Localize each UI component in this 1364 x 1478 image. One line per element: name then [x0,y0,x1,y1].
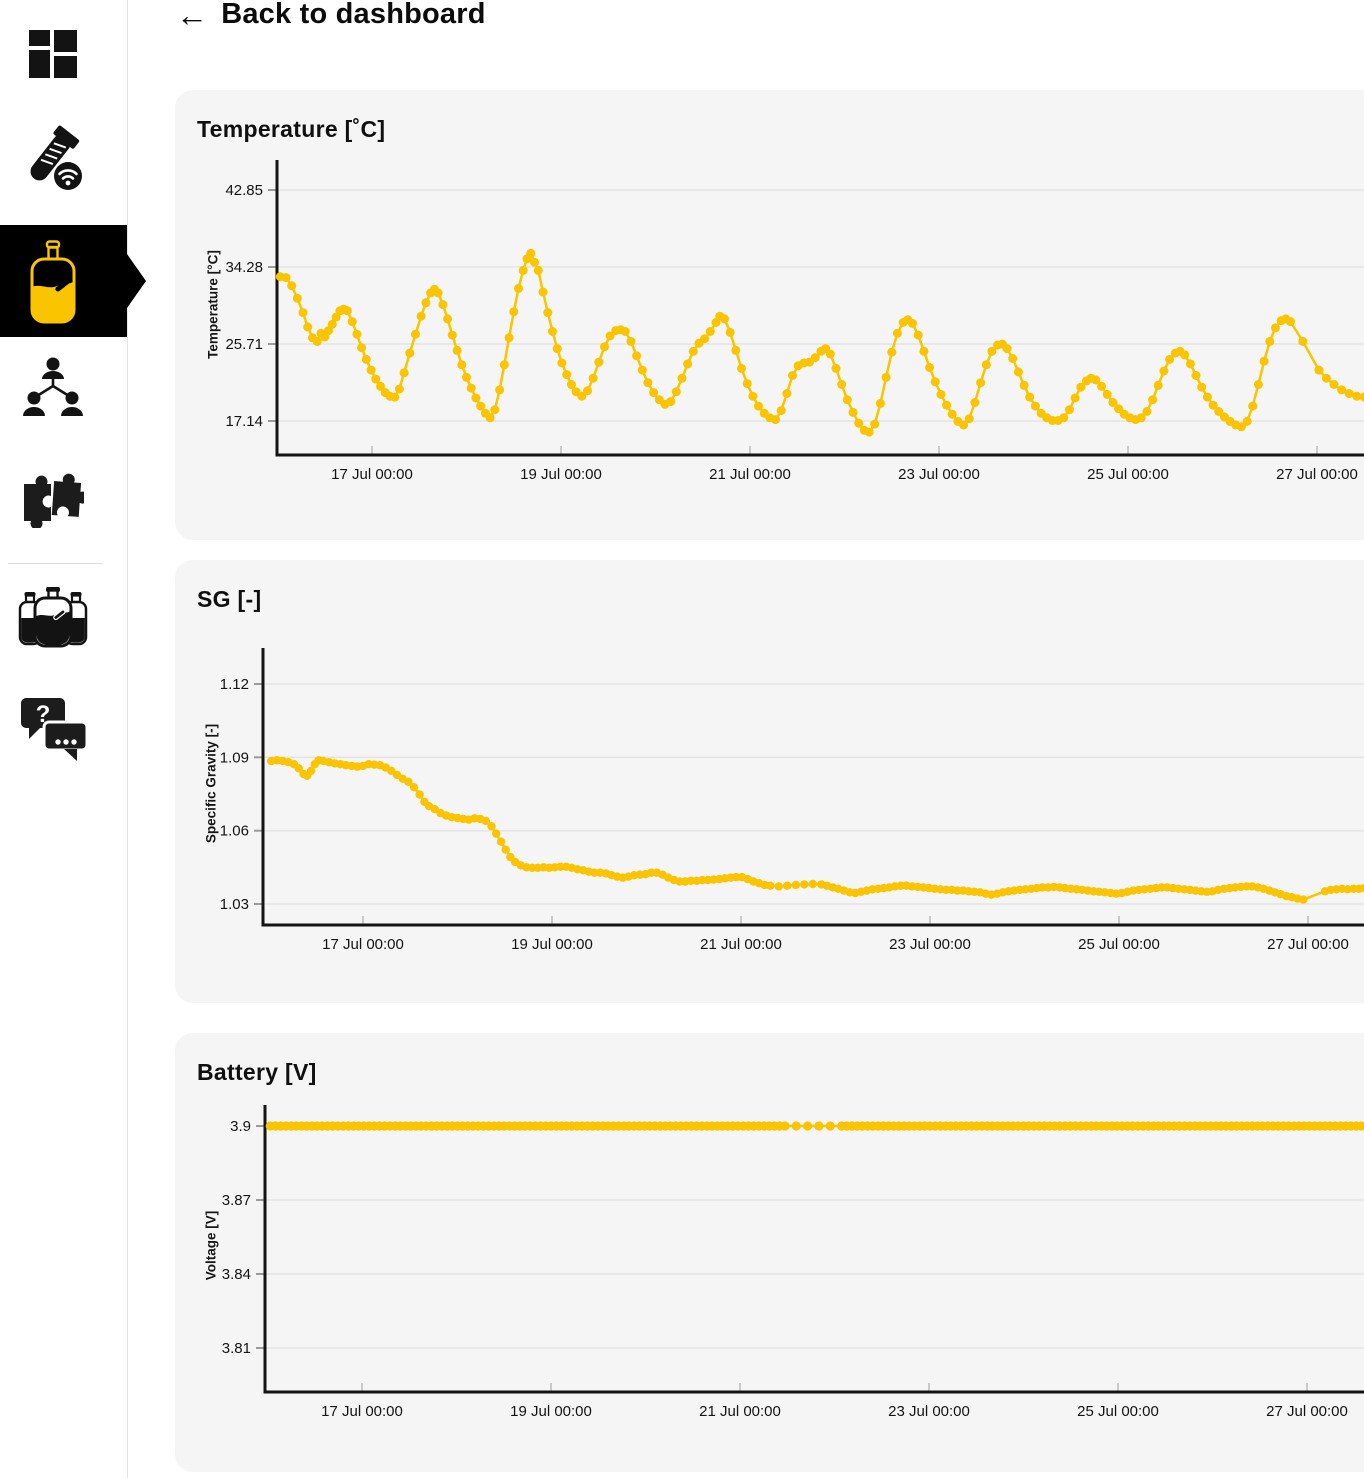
sidebar-item-devices[interactable] [14,124,92,202]
svg-text:21 Jul 00:00: 21 Jul 00:00 [709,466,791,483]
temperature-card: Temperature [˚C] Temperature [°C] 42.85 3… [175,90,1364,540]
svg-text:1.06: 1.06 [220,823,249,840]
battery-chart[interactable]: 3.9 3.87 3.84 3.81 17 Jul 00:00 19 Jul 00:00 2… [175,1033,1364,1472]
svg-text:1.03: 1.03 [220,896,249,913]
sg-chart[interactable]: 1.12 1.09 1.06 1.03 17 Jul 00:00 19 Jul 00:00… [175,560,1364,1003]
batches-fermenters-icon [18,587,88,648]
svg-text:25 Jul 00:00: 25 Jul 00:00 [1077,1403,1159,1420]
active-item-arrow [127,254,146,308]
sidebar-item-help[interactable]: ? [17,695,89,763]
back-to-dashboard-link[interactable]: ← Back to dashboard [176,0,486,31]
svg-text:19 Jul 00:00: 19 Jul 00:00 [510,1403,592,1420]
svg-text:27 Jul 00:00: 27 Jul 00:00 [1266,1403,1348,1420]
back-label: Back to dashboard [221,0,486,30]
svg-text:3.84: 3.84 [222,1266,251,1283]
svg-text:3.87: 3.87 [222,1192,251,1209]
svg-text:25 Jul 00:00: 25 Jul 00:00 [1078,936,1160,953]
svg-text:25 Jul 00:00: 25 Jul 00:00 [1087,466,1169,483]
hydrometer-wifi-icon [30,125,82,190]
svg-text:23 Jul 00:00: 23 Jul 00:00 [889,936,971,953]
svg-text:17 Jul 00:00: 17 Jul 00:00 [331,466,413,483]
svg-text:27 Jul 00:00: 27 Jul 00:00 [1267,936,1349,953]
back-arrow-icon: ← [176,0,209,33]
svg-text:17.14: 17.14 [225,413,263,430]
sg-card: SG [-] Specific Gravity [-] 1.12 1.09 1.06… [175,560,1364,1003]
sidebar-divider [8,563,103,564]
svg-text:17 Jul 00:00: 17 Jul 00:00 [322,936,404,953]
svg-text:17 Jul 00:00: 17 Jul 00:00 [321,1403,403,1420]
fermenter-hydrometer-icon [30,240,76,324]
battery-chart-title: Battery [V] [197,1059,317,1085]
svg-text:3.81: 3.81 [222,1340,251,1357]
svg-text:21 Jul 00:00: 21 Jul 00:00 [699,1403,781,1420]
integrations-puzzle-icon [24,473,84,528]
svg-text:27 Jul 00:00: 27 Jul 00:00 [1276,466,1358,483]
svg-text:42.85: 42.85 [225,182,263,199]
svg-text:23 Jul 00:00: 23 Jul 00:00 [898,466,980,483]
svg-text:3.9: 3.9 [230,1118,251,1135]
svg-text:19 Jul 00:00: 19 Jul 00:00 [511,936,593,953]
svg-text:34.28: 34.28 [225,259,263,276]
sidebar-item-team[interactable] [21,356,85,420]
sidebar: ? [0,0,146,1478]
sidebar-item-device-detail[interactable] [30,240,76,324]
sidebar-item-dashboard[interactable] [27,28,79,80]
temperature-chart-title: Temperature [˚C] [197,116,386,142]
help-chat-icon: ? [21,698,89,761]
sg-chart-title: SG [-] [197,586,262,612]
sidebar-item-integrations[interactable] [22,470,84,528]
svg-text:25.71: 25.71 [225,336,263,353]
svg-text:23 Jul 00:00: 23 Jul 00:00 [888,1403,970,1420]
svg-text:1.12: 1.12 [220,676,249,693]
svg-text:1.09: 1.09 [220,749,249,766]
battery-card: Battery [V] Voltage [V] 3.9 3.87 3.84 3.81 1… [175,1033,1364,1472]
sidebar-item-batches[interactable] [18,586,88,650]
team-network-icon [23,357,83,416]
svg-text:19 Jul 00:00: 19 Jul 00:00 [520,466,602,483]
svg-text:21 Jul 00:00: 21 Jul 00:00 [700,936,782,953]
temperature-chart[interactable]: 42.85 34.28 25.71 17.14 17 Jul 00:00 19 Jul 0… [175,90,1364,540]
dashboard-grid-icon [29,30,77,78]
